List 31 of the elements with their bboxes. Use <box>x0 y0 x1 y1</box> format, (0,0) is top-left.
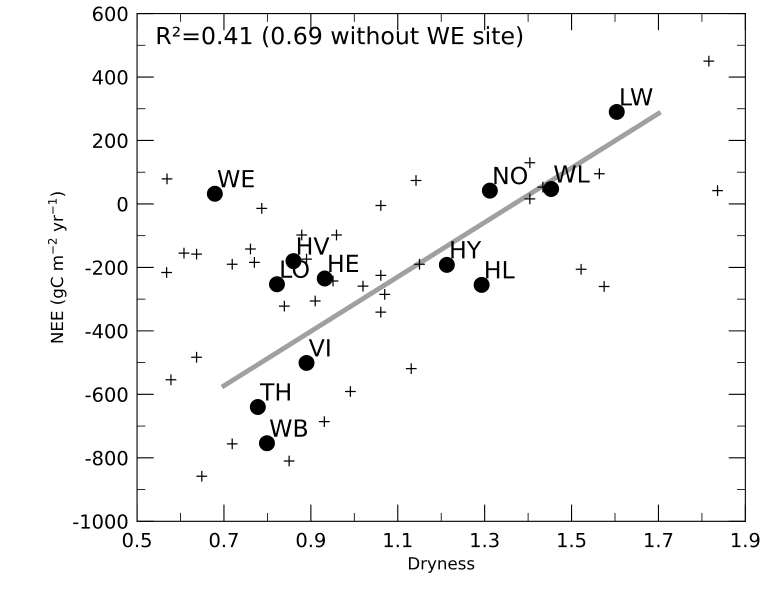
y-tick-label: -600 <box>86 387 128 402</box>
y-axis-title: NEE (gC m$^{−2}$ yr$^{−1}$) <box>48 192 67 342</box>
x-tick-label: 1.9 <box>732 532 760 548</box>
annotation: LW <box>621 88 652 106</box>
annotation: HY <box>451 241 482 258</box>
annotation: TH <box>260 383 290 401</box>
y-tick-label: 400 <box>92 70 128 85</box>
y-tick-label: 200 <box>93 133 128 148</box>
annotation: VI <box>308 339 330 356</box>
x-tick-label: 1.3 <box>471 532 499 548</box>
x-tick-label: 0.5 <box>122 532 151 548</box>
y-tick-label: -800 <box>86 450 128 466</box>
annotation: WL <box>554 165 590 183</box>
y-tick-label: -200 <box>86 260 128 276</box>
x-axis-title: Dryness <box>408 557 474 573</box>
x-tick-label: 1.5 <box>558 532 586 548</box>
x-tick-label: 0.9 <box>296 532 325 548</box>
annotation: NO <box>494 166 527 184</box>
annotation: WE <box>218 170 254 188</box>
annotation: R²=0.41 (0.69 without WE site) <box>158 26 522 48</box>
x-tick-label: 1.7 <box>645 532 672 548</box>
x-tick-label: 0.7 <box>210 532 238 548</box>
y-tick-label: -1000 <box>73 514 128 529</box>
annotation: HV <box>298 237 330 255</box>
x-tick-label: 1.1 <box>384 532 412 548</box>
annotation: WB <box>270 419 308 437</box>
y-tick-label: -400 <box>86 324 128 339</box>
annotation: HL <box>486 261 515 278</box>
y-tick-label: 0 <box>118 196 128 212</box>
y-tick-label: 600 <box>92 6 128 22</box>
annotation: HE <box>329 254 358 272</box>
